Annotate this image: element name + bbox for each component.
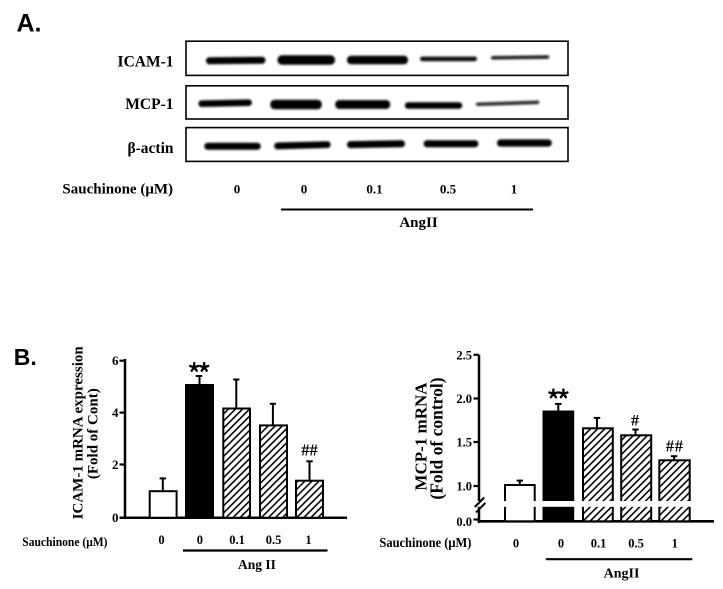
svg-text:0.1: 0.1 (366, 182, 382, 197)
svg-text:(Fold of control): (Fold of control) (427, 377, 447, 499)
svg-text:4: 4 (112, 405, 119, 420)
svg-text:0.5: 0.5 (628, 537, 644, 551)
svg-text:0: 0 (158, 533, 164, 547)
svg-text:Sauchinone (μM): Sauchinone (μM) (22, 534, 107, 549)
svg-text:0.0: 0.0 (456, 515, 472, 529)
svg-text:0: 0 (112, 510, 119, 525)
svg-text:ICAM-1 mRNA expression: ICAM-1 mRNA expression (70, 346, 86, 520)
svg-text:MCP-1: MCP-1 (125, 96, 173, 113)
svg-text:1: 1 (305, 533, 311, 547)
svg-text:#: # (631, 413, 639, 430)
svg-text:0.5: 0.5 (266, 533, 282, 547)
svg-text:1.0: 1.0 (456, 480, 472, 494)
svg-text:A.: A. (17, 9, 42, 37)
svg-text:0: 0 (234, 182, 241, 197)
svg-text:Sauchinone (μM): Sauchinone (μM) (62, 182, 173, 198)
svg-text:0: 0 (197, 533, 203, 547)
svg-text:AngII: AngII (604, 567, 640, 582)
svg-text:MCP-1 mRNA: MCP-1 mRNA (412, 382, 431, 491)
svg-text:1: 1 (672, 537, 678, 551)
svg-text:2.0: 2.0 (456, 392, 472, 406)
svg-text:1: 1 (511, 182, 518, 197)
svg-text:β-actin: β-actin (127, 140, 173, 157)
svg-text:6: 6 (112, 353, 119, 368)
svg-text:B.: B. (14, 344, 37, 370)
svg-text:ICAM-1: ICAM-1 (118, 54, 174, 71)
svg-text:2.5: 2.5 (456, 348, 472, 362)
svg-text:##: ## (666, 437, 684, 456)
svg-text:0: 0 (513, 537, 519, 551)
svg-text:0: 0 (558, 537, 564, 551)
svg-text:Ang II: Ang II (238, 557, 276, 572)
svg-text:1.5: 1.5 (456, 436, 472, 450)
svg-text:0.1: 0.1 (591, 537, 607, 551)
svg-text:2: 2 (112, 457, 119, 472)
svg-text:0.1: 0.1 (229, 533, 245, 547)
svg-text:0: 0 (301, 182, 308, 197)
svg-text:0.5: 0.5 (440, 182, 457, 197)
svg-text:Sauchinone (μM): Sauchinone (μM) (379, 534, 471, 550)
svg-text:##: ## (301, 441, 318, 460)
svg-text:AngII: AngII (399, 215, 438, 231)
svg-text:(Fold of Cont): (Fold of Cont) (86, 388, 102, 479)
